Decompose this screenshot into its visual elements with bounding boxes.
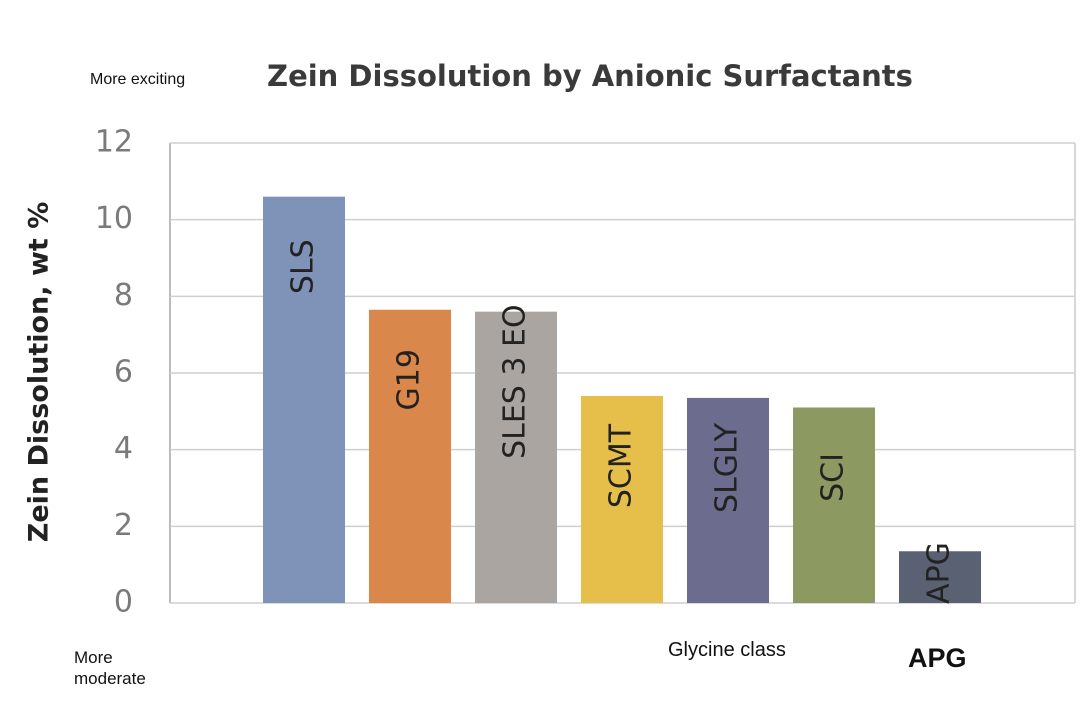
annotation: More moderate	[74, 648, 146, 688]
bar-category-label: SCMT	[604, 423, 639, 508]
bar	[687, 397, 769, 603]
bar	[263, 196, 345, 603]
annotation: APG	[908, 643, 967, 673]
bar-category-label: SCI	[816, 453, 851, 502]
bar	[475, 311, 557, 603]
bar-category-label: SLES 3 EO	[498, 304, 533, 458]
y-tick-label: 10	[95, 201, 133, 236]
annotation: More exciting	[90, 71, 186, 88]
y-axis-label: Zein Dissolution, wt %	[24, 202, 55, 543]
bar-category-label: SLS	[286, 239, 321, 294]
y-tick-label: 8	[114, 278, 133, 313]
bar-category-label: SLGLY	[710, 422, 745, 513]
y-tick-label: 6	[114, 355, 133, 390]
chart-title: Zein Dissolution by Anionic Surfactants	[267, 59, 913, 93]
bar	[581, 396, 663, 603]
bar-category-label: APG	[922, 542, 957, 604]
y-tick-label: 4	[114, 431, 133, 466]
bar-category-label: G19	[392, 349, 427, 410]
bar	[793, 407, 875, 603]
y-tick-label: 2	[114, 508, 133, 543]
y-tick-label: 12	[95, 125, 133, 160]
annotation: Glycine class	[668, 639, 786, 661]
bar	[899, 551, 981, 603]
y-tick-label: 0	[114, 585, 133, 620]
bar	[369, 309, 451, 603]
